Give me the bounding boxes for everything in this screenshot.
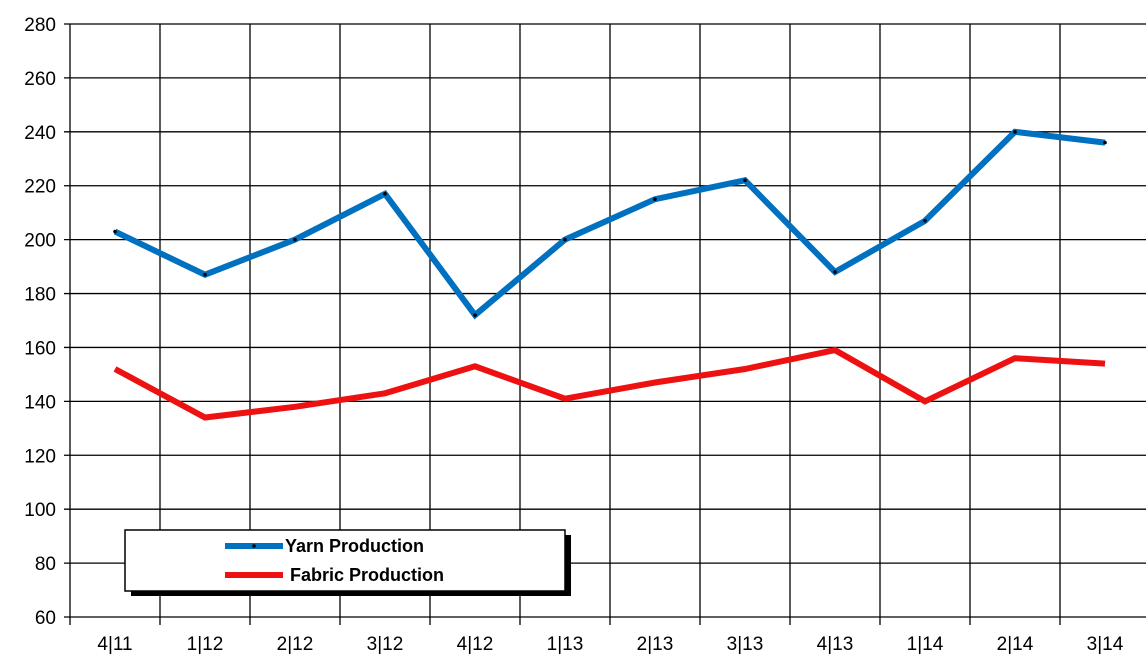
- series-line-yarn: [113, 128, 1106, 320]
- data-point-yarn: [293, 237, 297, 242]
- y-tick-label-240: 240: [24, 123, 56, 144]
- y-tick-label-120: 120: [24, 446, 56, 467]
- x-tick-label: 2|13: [637, 634, 674, 655]
- legend-label-fabric: Fabric Production: [290, 565, 444, 585]
- y-tick-label-200: 200: [24, 231, 56, 252]
- y-tick-label-60: 60: [35, 608, 56, 629]
- legend-box: [124, 529, 566, 592]
- x-tick-label: 1|12: [187, 634, 224, 655]
- y-tick-label-80: 80: [35, 554, 56, 575]
- data-point-yarn: [923, 218, 927, 223]
- y-tick-label-280: 280: [24, 15, 56, 36]
- x-tick-label: 1|13: [547, 634, 584, 655]
- data-point-yarn: [563, 237, 567, 242]
- y-tick-label-100: 100: [24, 500, 56, 521]
- x-tick-label: 4|11: [97, 634, 132, 655]
- legend-marker-yarn: [252, 544, 256, 548]
- y-tick-label-180: 180: [24, 285, 56, 306]
- y-tick-label-160: 160: [24, 338, 56, 359]
- data-point-yarn: [1013, 130, 1017, 134]
- data-point-yarn: [203, 272, 207, 277]
- x-tick-label: 2|14: [997, 634, 1034, 655]
- x-tick-label: 3|12: [367, 634, 404, 655]
- series-lines: [113, 128, 1107, 421]
- legend: Yarn Production Fabric Production: [124, 529, 571, 596]
- data-point-yarn: [1103, 140, 1107, 145]
- data-point-yarn: [833, 270, 837, 274]
- x-tick-label: 4|12: [457, 634, 494, 655]
- x-tick-label: 4|13: [817, 634, 854, 655]
- x-tick-label: 3|14: [1087, 634, 1124, 655]
- x-tick-label: 1|14: [907, 634, 944, 655]
- x-axis-tick-labels: 4|11 1|12 2|12 3|12 4|12 1|13 2|13 3|13 4|13 1|14…: [97, 634, 1123, 655]
- data-point-yarn: [383, 192, 387, 196]
- series-line-fabric: [113, 346, 1106, 421]
- y-axis-tick-labels: 60 80 100 120 140 160 180 200 220 240 260 280: [24, 15, 56, 629]
- data-point-yarn: [653, 197, 657, 202]
- grid: [64, 23, 1146, 625]
- y-tick-label-220: 220: [24, 177, 56, 198]
- data-point-yarn: [113, 229, 117, 234]
- y-tick-label-260: 260: [24, 69, 56, 90]
- x-tick-label: 2|12: [277, 634, 314, 655]
- y-tick-label-140: 140: [24, 392, 56, 413]
- x-tick-label: 3|13: [727, 634, 764, 655]
- legend-label-yarn: Yarn Production: [285, 536, 424, 556]
- data-point-yarn: [473, 313, 477, 317]
- data-point-yarn: [743, 178, 747, 183]
